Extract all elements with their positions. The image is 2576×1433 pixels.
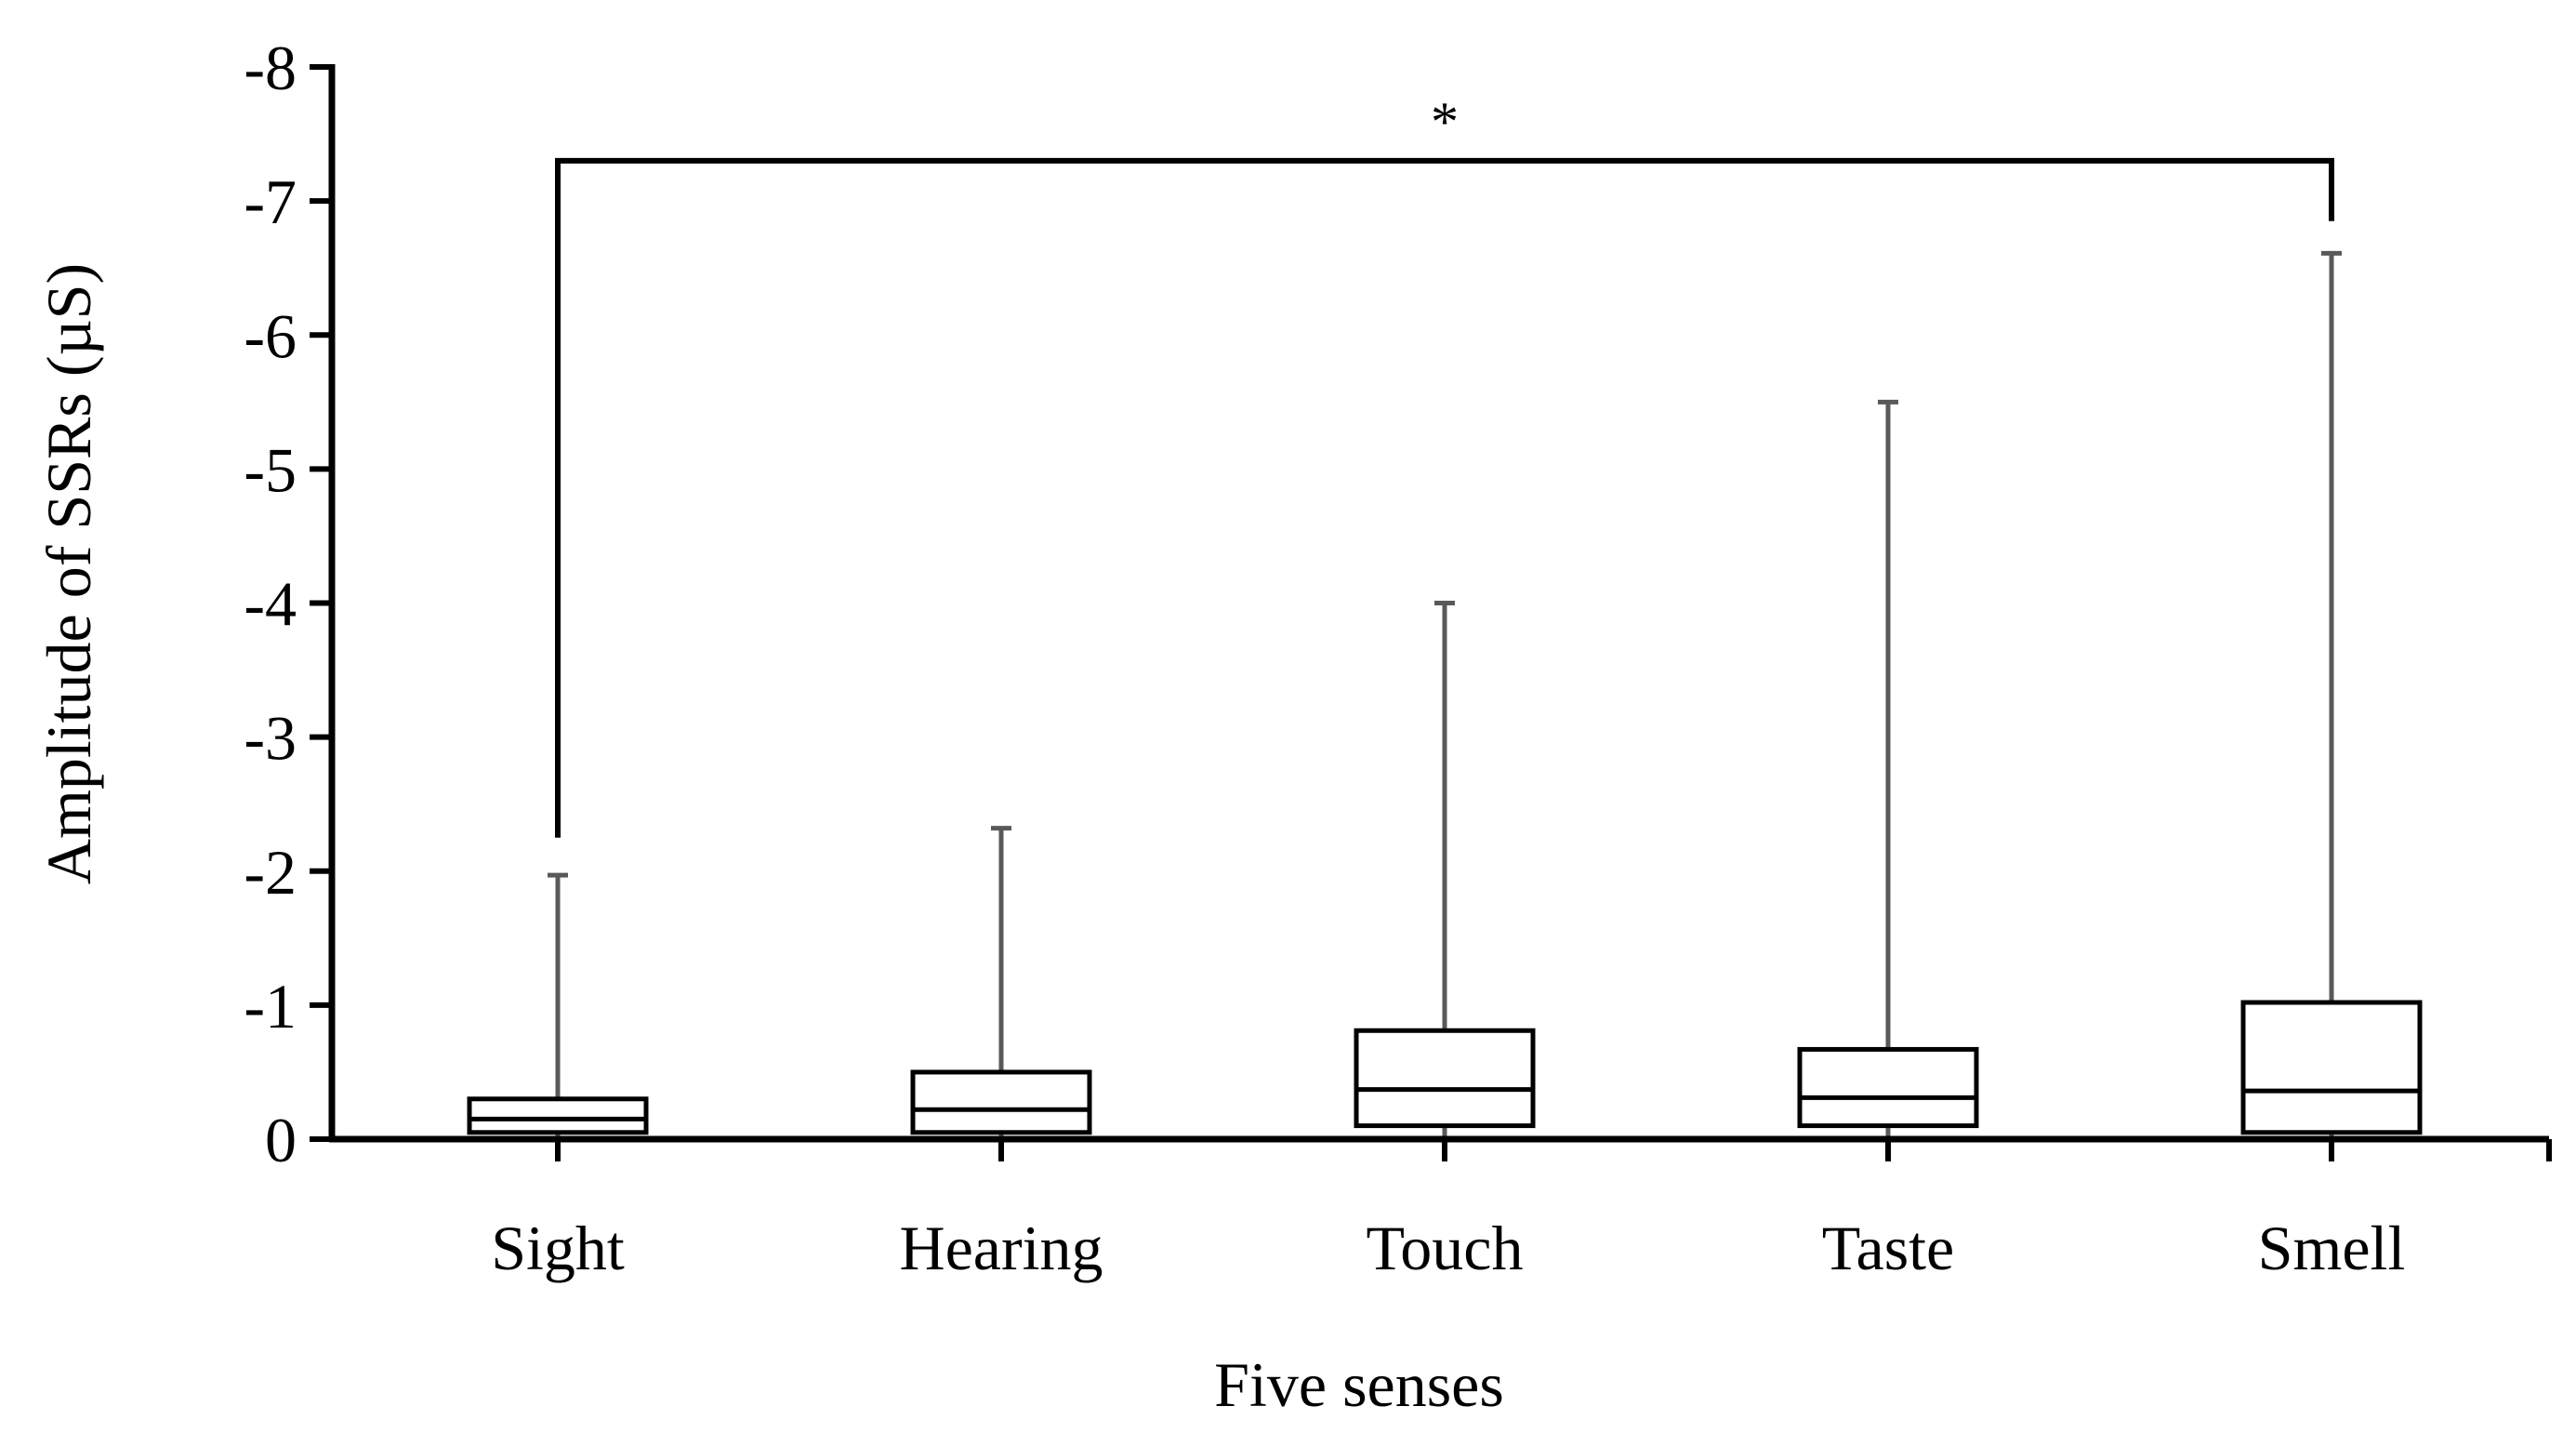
box-smell bbox=[2240, 1000, 2423, 1135]
x-tick-label: Sight bbox=[491, 1213, 625, 1283]
y-tick-label: -3 bbox=[244, 703, 297, 774]
x-tick-label: Taste bbox=[1822, 1213, 1955, 1283]
y-tick-label: -5 bbox=[244, 434, 297, 505]
y-tick-label: -1 bbox=[244, 971, 297, 1042]
box-taste bbox=[1797, 1046, 1979, 1129]
y-tick-label: 0 bbox=[265, 1105, 297, 1175]
significance-bracket: * bbox=[555, 91, 2334, 838]
box-hearing bbox=[910, 1069, 1092, 1135]
whiskers-layer bbox=[548, 250, 2342, 1139]
x-axis-title: Five senses bbox=[1214, 1349, 1504, 1420]
boxes-layer bbox=[467, 1000, 2423, 1135]
y-tick-label: -4 bbox=[244, 569, 297, 640]
significance-bracket-line bbox=[555, 157, 2334, 838]
axes-layer bbox=[310, 64, 2552, 1161]
box-sight bbox=[467, 1096, 649, 1135]
labels-layer: 0 -1 -2 -3 -4 -5 -6 -7 -8 Sight Hearing Touch Taste S… bbox=[33, 33, 2405, 1420]
y-axis-title: Amplitude of SSRs (µS) bbox=[33, 263, 104, 884]
y-tick-label: -7 bbox=[244, 166, 297, 237]
x-tick-label: Hearing bbox=[899, 1213, 1103, 1283]
x-tick-label: Touch bbox=[1367, 1213, 1524, 1283]
y-tick-label: -8 bbox=[244, 33, 297, 103]
x-tick-label: Smell bbox=[2258, 1213, 2406, 1283]
significance-label: * bbox=[1431, 91, 1459, 153]
y-tick-label: -6 bbox=[244, 300, 297, 371]
y-tick-label: -2 bbox=[244, 837, 297, 908]
box-touch bbox=[1354, 1028, 1536, 1129]
